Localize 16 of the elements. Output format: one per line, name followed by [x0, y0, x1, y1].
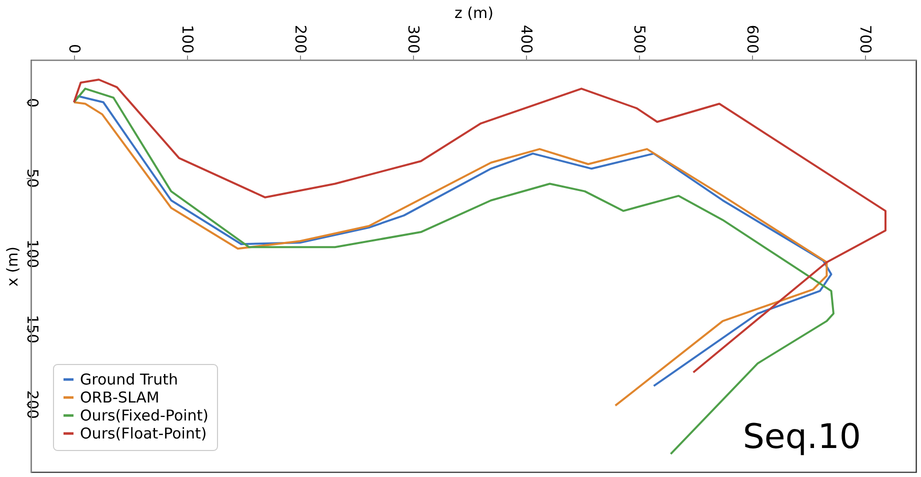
x-tick-label: 700: [856, 24, 875, 54]
x-tick-label: 400: [518, 24, 536, 54]
x-tick-label: 600: [744, 24, 762, 54]
line-series: [72, 78, 886, 374]
x-tick-label: 100: [178, 24, 196, 54]
x-tick-label: 200: [292, 24, 310, 54]
x-axis-title: z (m): [454, 4, 494, 22]
legend-label: ORB-SLAM: [80, 388, 160, 406]
x-tick-label: 0: [65, 44, 84, 54]
legend-label: Ground Truth: [80, 370, 178, 388]
x-tick-label: 300: [404, 24, 423, 54]
legend-label: Ours(Fixed-Point): [80, 406, 209, 424]
y-axis-title: x (m): [4, 246, 22, 286]
legend-label: Ours(Float-Point): [80, 424, 207, 442]
annotation: Seq.10: [742, 417, 861, 457]
x-tick-label: 500: [630, 24, 649, 54]
